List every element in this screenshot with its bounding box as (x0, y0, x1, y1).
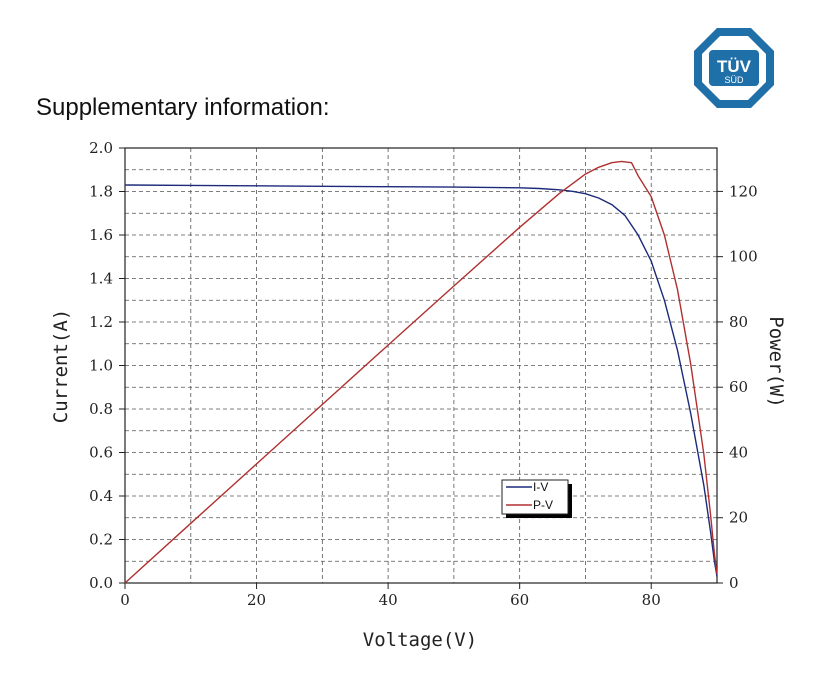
y-tick-label: 1.4 (89, 270, 113, 288)
y2-axis-title: Power(W) (765, 316, 787, 408)
y-tick-label: 0.2 (89, 531, 113, 549)
y-tick-label: 0.6 (89, 444, 113, 462)
x-tick-label: 20 (247, 591, 266, 609)
y2-tick-label: 20 (729, 509, 748, 527)
x-tick-label: 0 (120, 591, 130, 609)
y-axis-right: 0 20 40 60 80 100 120 (717, 182, 758, 592)
legend: I-V P-V (502, 480, 572, 518)
y2-tick-label: 100 (729, 248, 758, 266)
series-line-p-v (125, 161, 717, 583)
y-tick-label: 0.4 (89, 487, 113, 505)
y-axis-left: 0.0 0.2 0.4 0.6 0.8 1.0 1.2 1.4 1.6 1.8 2.0 (89, 139, 125, 592)
chart-series (125, 161, 717, 583)
x-axis-title: Voltage(V) (363, 629, 477, 651)
y2-tick-label: 0 (729, 574, 739, 592)
y2-tick-label: 120 (729, 182, 758, 200)
chart-grid (125, 148, 717, 583)
y-tick-label: 0.0 (89, 574, 113, 592)
y-tick-label: 2.0 (89, 139, 113, 157)
y2-tick-label: 60 (729, 378, 748, 396)
y-tick-label: 1.8 (89, 183, 113, 201)
legend-label-iv: I-V (533, 480, 548, 494)
x-tick-label: 60 (510, 591, 529, 609)
y2-tick-label: 40 (729, 443, 748, 461)
y-tick-label: 1.6 (89, 226, 113, 244)
legend-label-pv: P-V (533, 498, 553, 512)
y-axis-title: Current(A) (50, 309, 72, 423)
y-tick-label: 1.0 (89, 357, 113, 375)
y-tick-label: 1.2 (89, 313, 113, 331)
y2-tick-label: 80 (729, 313, 748, 331)
x-axis: 0 20 40 60 80 (120, 583, 661, 609)
y-tick-label: 0.8 (89, 400, 113, 418)
x-tick-label: 80 (642, 591, 661, 609)
x-tick-label: 40 (379, 591, 398, 609)
